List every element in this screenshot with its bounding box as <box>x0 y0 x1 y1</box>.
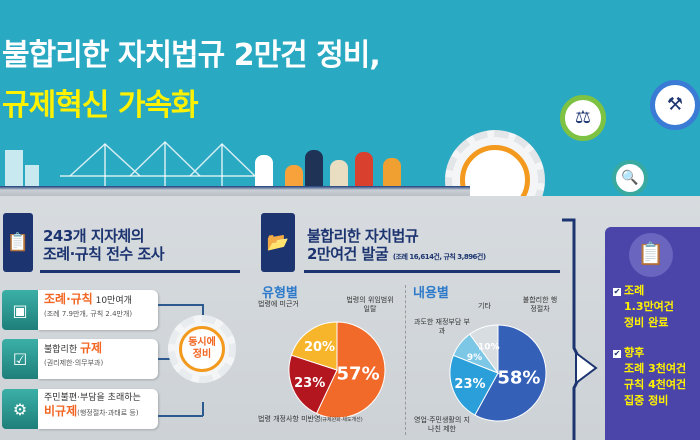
chart2-title: 내용별 <box>413 286 449 301</box>
bracket-arrow <box>562 218 598 440</box>
survey-item-regulations: ☑ 불합리한 규제 (권리제한·의무부과) <box>2 339 158 379</box>
person-illustration <box>383 158 401 186</box>
gavel-icon: ⚒ <box>650 80 700 130</box>
survey-item-non-regulations: ⚙ 주민불편·부담을 초래하는 비규제(행정절차·과태료 등) <box>2 389 158 429</box>
scales-icon: ⚖ <box>560 95 606 141</box>
title-line2: 규제혁신 가속화 <box>2 88 199 123</box>
item-highlight: 조례·규칙 <box>44 292 93 306</box>
divider <box>0 186 470 196</box>
item-sub: (행정절차·과태료 등) <box>77 409 139 417</box>
gear-text-line1: 동시에 <box>188 337 216 348</box>
title-line1: 불합리한 자치법규 2만건 정비, <box>2 38 381 73</box>
connector-line <box>158 415 203 417</box>
pie2-label-1: 불합리한 행정절차 <box>522 296 558 313</box>
gear-text-line2: 정비 <box>192 349 212 360</box>
pie2-value-4: 10% <box>478 343 500 353</box>
section2-subtitle: (조례 16,614건, 규칙 3,896건) <box>392 253 486 261</box>
pie1-value-2: 23% <box>294 376 325 391</box>
person-illustration <box>355 152 373 186</box>
checkbox-icon: ✔ <box>613 287 621 296</box>
person-illustration <box>255 155 273 186</box>
item-sub: (조례 7.9만개, 규칙 2.4만개) <box>44 310 133 318</box>
item-highlight: 규제 <box>80 341 103 355</box>
pie1-label-2-note: (규제완화·제도개선) <box>320 417 363 423</box>
pie1-value-3: 20% <box>304 340 335 355</box>
section1-title-line1: 243개 지자체의 <box>43 227 145 245</box>
pie1-label-3: 법령에 미근거 <box>258 300 299 308</box>
pie2-value-1: 58% <box>497 367 540 388</box>
magnifier-icon: 🔍 <box>612 160 648 196</box>
panel-item1-head: 조례 <box>624 284 645 297</box>
boxes-search-icon: ▣ <box>2 290 38 330</box>
pie1-slice-2 <box>288 354 338 415</box>
clipboard-pencil-icon: 📋 <box>3 213 33 272</box>
simultaneous-gear: 동시에 정비 <box>168 315 236 383</box>
pie2-label-3: 과도한 재정부담 부과 <box>414 318 470 335</box>
pie2-value-3: 9% <box>467 353 482 363</box>
city-building <box>25 165 39 186</box>
pie1-label-1: 법령의 위임범위 일탈 <box>346 296 394 313</box>
section2-underline <box>304 270 560 273</box>
pie1-label-2: 법령 개정사항 미반영(규제완화·제도개선) <box>258 415 363 425</box>
item-text: 주민불편·부담을 초래하는 <box>44 393 141 403</box>
pie2-value-2: 23% <box>454 377 485 392</box>
section1-title: 243개 지자체의 조례·규칙 전수 조사 <box>43 227 165 263</box>
pie-charts: 57% 23% 20% 58% 23% 9%10% <box>288 321 547 422</box>
person-illustration <box>285 165 303 186</box>
item-sub: (권리제한·의무부과) <box>44 359 104 367</box>
panel-item2-line: 집중 정비 <box>624 394 669 407</box>
pie1-value-1: 57% <box>337 364 380 385</box>
gear-cycle-icon: ⚙ <box>2 389 38 429</box>
clipboard-check-icon: 📋 <box>629 233 673 277</box>
section2-title-line2: 2만여건 발굴 <box>307 245 389 263</box>
panel-item2-line: 조례 3천여건 <box>624 362 687 375</box>
chart1-title: 유형별 <box>262 286 298 301</box>
survey-item-ordinances: ▣ 조례·규칙 10만여개 (조례 7.9만개, 규칙 2.4만개) <box>2 290 158 330</box>
panel-item1: ✔ 조례 1.3만여건 정비 완료 <box>613 283 700 331</box>
item-highlight: 비규제 <box>44 404 78 418</box>
panel-item2-head: 향후 <box>624 346 645 359</box>
person-illustration <box>305 150 323 186</box>
pie2-slice-4 <box>469 324 499 375</box>
section1-underline <box>40 270 240 273</box>
checkbox-icon: ✔ <box>613 349 621 358</box>
bridge-illustration <box>60 140 260 186</box>
item-text: 불합리한 <box>44 345 78 355</box>
folder-icon: 📂 <box>261 213 295 272</box>
panel-item2-line: 규칙 4천여건 <box>624 378 687 391</box>
panel-item1-line: 정비 완료 <box>624 316 669 329</box>
section2-title-line1: 불합리한 자치법규 <box>307 227 419 245</box>
header-banner: 불합리한 자치법규 2만건 정비, 규제혁신 가속화 ⚖ 🔍 ⚒ <box>0 0 700 196</box>
pie2-slice-1 <box>474 324 547 422</box>
panel-item2: ✔ 향후 조례 3천여건 규칙 4천여건 집중 정비 <box>613 345 700 409</box>
result-panel: 📋 ✔ 조례 1.3만여건 정비 완료 ✔ 향후 조례 3천여건 규칙 4천여건 집… <box>605 227 700 440</box>
panel-item1-line: 1.3만여건 <box>624 300 674 313</box>
section2-title: 불합리한 자치법규 2만여건 발굴 (조례 16,614건, 규칙 3,896건… <box>307 227 486 266</box>
connector-line <box>158 304 203 306</box>
city-building <box>5 150 23 186</box>
connector-line <box>202 402 204 416</box>
connector-line <box>202 304 204 316</box>
person-illustration <box>330 160 348 186</box>
pie2-slice-2 <box>449 354 499 416</box>
chart-divider <box>405 285 406 435</box>
pie1-label-2-text: 법령 개정사항 미반영 <box>258 415 321 423</box>
pie2-label-4: 기타 <box>478 302 491 310</box>
pie2-label-2: 영업·주민생활의 지나친 제한 <box>414 416 470 433</box>
pie1-slice-1 <box>315 321 386 419</box>
section1-title-line2: 조례·규칙 전수 조사 <box>43 245 165 263</box>
item-text: 10만여개 <box>95 296 132 306</box>
pie1-slice-3 <box>290 321 338 371</box>
document-check-icon: ☑ <box>2 339 38 379</box>
connector-line <box>158 358 170 360</box>
